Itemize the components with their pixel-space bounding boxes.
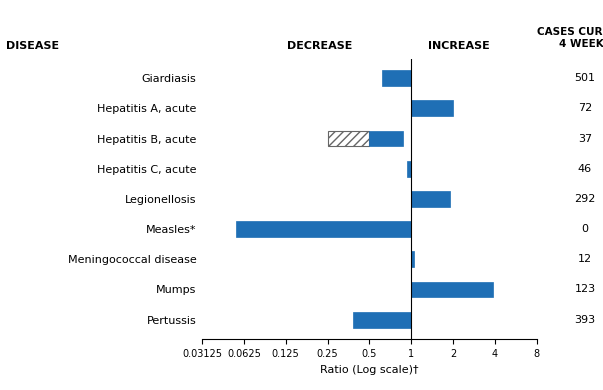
Text: 292: 292 bbox=[574, 194, 596, 204]
Text: 393: 393 bbox=[574, 315, 596, 324]
Bar bbox=[236, 221, 411, 237]
Text: DISEASE: DISEASE bbox=[6, 41, 59, 51]
Text: 123: 123 bbox=[574, 284, 596, 294]
Text: 12: 12 bbox=[578, 254, 592, 264]
Bar bbox=[353, 312, 411, 328]
Bar bbox=[382, 70, 411, 86]
Text: 37: 37 bbox=[578, 133, 592, 144]
Bar bbox=[411, 252, 414, 267]
Text: 0: 0 bbox=[581, 224, 589, 234]
Text: DECREASE: DECREASE bbox=[287, 41, 353, 51]
Text: 46: 46 bbox=[578, 164, 592, 174]
Bar bbox=[407, 161, 411, 177]
Bar bbox=[370, 131, 403, 146]
Text: 501: 501 bbox=[575, 73, 595, 83]
Bar bbox=[411, 191, 450, 207]
Text: CASES CURRENT
4 WEEKS: CASES CURRENT 4 WEEKS bbox=[537, 27, 603, 49]
Bar bbox=[327, 131, 370, 146]
Bar bbox=[411, 101, 453, 116]
Text: 72: 72 bbox=[578, 103, 592, 113]
Text: INCREASE: INCREASE bbox=[428, 41, 490, 51]
Bar bbox=[411, 282, 493, 297]
X-axis label: Ratio (Log scale)†: Ratio (Log scale)† bbox=[320, 365, 418, 374]
